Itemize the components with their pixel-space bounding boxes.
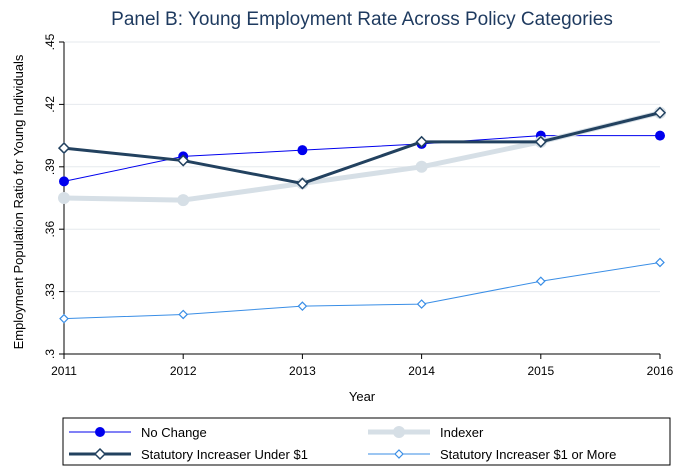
series-line <box>63 261 661 320</box>
x-tick-label: 2014 <box>408 364 435 378</box>
data-point <box>57 142 71 155</box>
legend-item: Statutory Increaser $1 or More <box>368 447 616 462</box>
data-point <box>655 257 665 268</box>
legend-marker <box>394 449 404 459</box>
x-tick-label: 2013 <box>289 364 316 378</box>
data-point <box>59 313 69 324</box>
data-point <box>415 160 428 173</box>
plot-area: .3 .33 .36 .39 .42 .45 2011 2012 2013 2014 2015 201… <box>43 33 674 378</box>
legend-box <box>62 417 671 466</box>
data-point <box>415 135 428 148</box>
legend-item: Indexer <box>368 425 484 440</box>
data-point <box>58 192 70 204</box>
data-point <box>296 177 309 190</box>
y-tick-label: .33 <box>43 283 57 300</box>
y-tick-label: .36 <box>43 221 57 238</box>
data-point <box>534 135 547 148</box>
data-point <box>416 299 427 309</box>
x-tick-label: 2015 <box>527 364 554 378</box>
y-tick-label: .3 <box>43 349 57 359</box>
x-axis-label: Year <box>349 389 376 404</box>
data-point <box>297 145 308 156</box>
legend-marker <box>95 427 105 437</box>
legend-label: No Change <box>141 425 207 440</box>
data-point <box>177 154 190 167</box>
x-tick-label: 2011 <box>51 364 77 378</box>
legend-item: No Change <box>69 425 207 440</box>
data-point <box>177 194 190 207</box>
series-line <box>62 111 662 185</box>
x-tick-label: 2016 <box>647 364 674 378</box>
legend-label: Statutory Increaser $1 or More <box>440 447 616 462</box>
data-point <box>535 276 546 287</box>
data-point <box>59 176 69 187</box>
legend: No Change Indexer Statutory Increaser Unde… <box>62 417 671 466</box>
y-tick-label: .39 <box>43 158 57 175</box>
y-tick-label: .42 <box>43 96 57 113</box>
data-point <box>655 130 665 141</box>
data-point <box>297 301 308 312</box>
y-axis-label: Employment Population Ratio for Young In… <box>11 54 26 349</box>
legend-marker <box>93 447 107 461</box>
data-point <box>178 309 189 320</box>
legend-marker <box>393 426 405 438</box>
data-point <box>653 106 667 119</box>
legend-label: Statutory Increaser Under $1 <box>141 447 308 462</box>
legend-label: Indexer <box>440 425 484 440</box>
y-tick-label: .45 <box>43 33 57 50</box>
legend-item: Statutory Increaser Under $1 <box>69 447 308 462</box>
chart-title: Panel B: Young Employment Rate Across Po… <box>111 9 613 30</box>
x-tick-label: 2012 <box>170 364 197 378</box>
